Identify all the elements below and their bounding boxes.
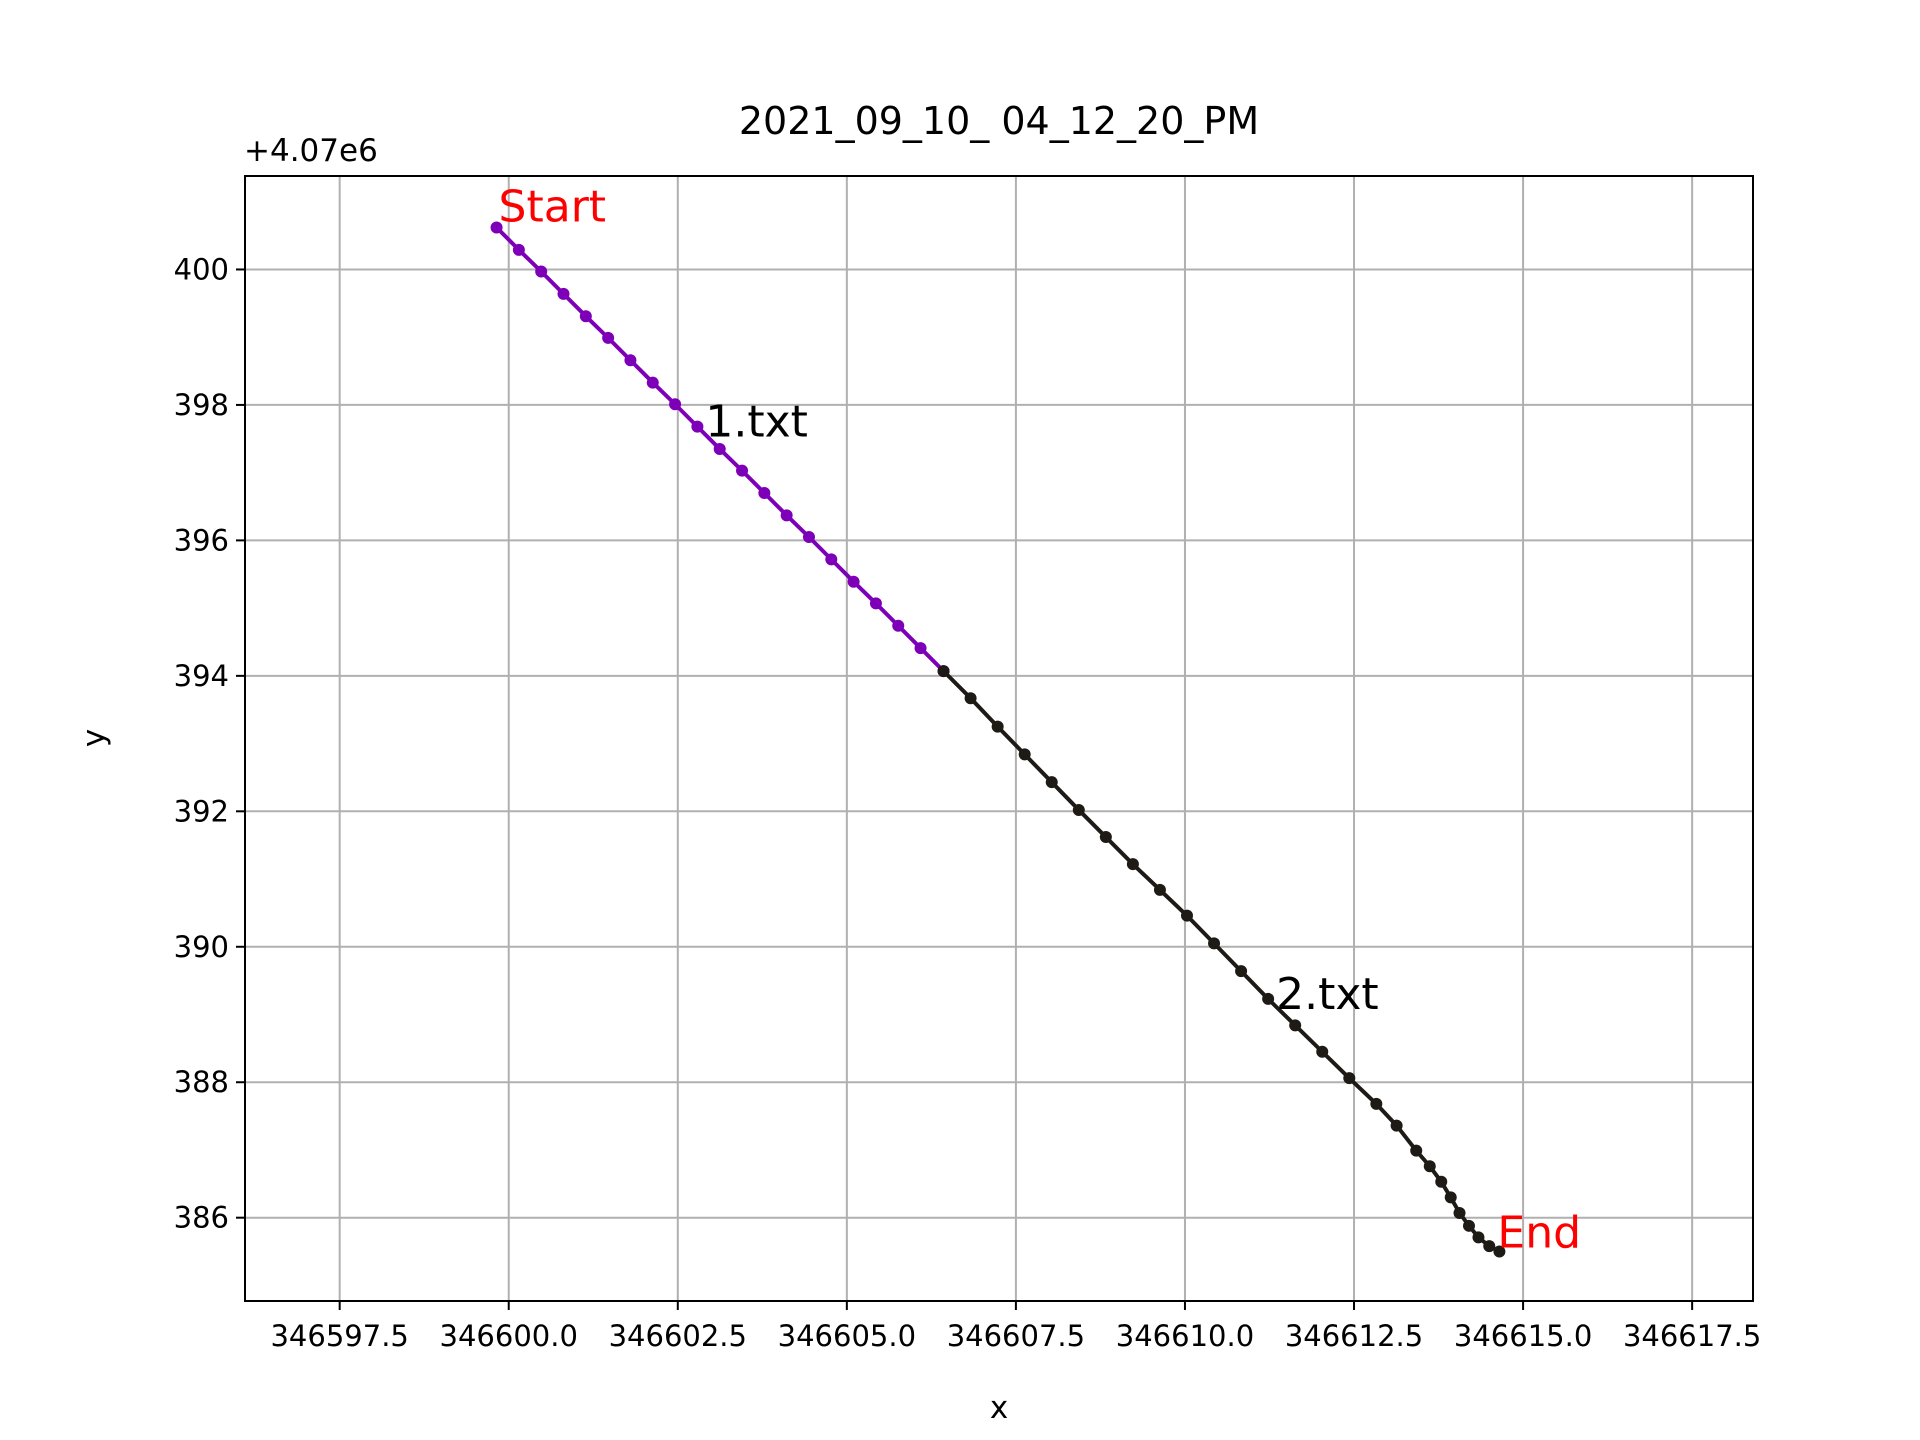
point <box>1472 1231 1485 1244</box>
point <box>991 720 1004 733</box>
y-tick-label: 400 <box>174 252 229 286</box>
point <box>758 486 771 499</box>
point <box>1493 1245 1506 1258</box>
point <box>1153 883 1166 896</box>
x-tick-label: 346607.5 <box>947 1319 1085 1353</box>
point <box>624 354 637 367</box>
x-tick-label: 346602.5 <box>609 1319 747 1353</box>
x-tick-label: 346605.0 <box>778 1319 916 1353</box>
x-axis-label: x <box>990 1390 1008 1426</box>
x-tick-label: 346597.5 <box>270 1319 408 1353</box>
y-tick-label: 392 <box>174 794 229 828</box>
x-tick-label: 346600.0 <box>440 1319 578 1353</box>
point <box>713 442 726 455</box>
point <box>1180 909 1193 922</box>
point <box>892 619 905 632</box>
point <box>1435 1175 1448 1188</box>
point <box>1423 1160 1436 1173</box>
point <box>1462 1219 1475 1232</box>
point <box>490 221 503 234</box>
point <box>964 692 977 705</box>
point <box>1316 1045 1329 1058</box>
end-annotation: End <box>1497 1208 1581 1259</box>
y-tick-label: 390 <box>174 930 229 964</box>
x-tick-label: 346617.5 <box>1623 1319 1761 1353</box>
series-annotation: 1.txt <box>705 397 808 448</box>
point <box>1072 803 1085 816</box>
point <box>1390 1119 1403 1132</box>
x-tick-label: 346615.0 <box>1454 1319 1592 1353</box>
series-annotation: 2.txt <box>1276 969 1379 1020</box>
point <box>1235 965 1248 978</box>
point <box>1410 1144 1423 1157</box>
y-tick-label: 396 <box>174 523 229 557</box>
point <box>736 464 749 477</box>
point <box>646 376 659 389</box>
point <box>1453 1206 1466 1219</box>
plot-frame <box>244 175 1754 1302</box>
point <box>1018 748 1031 761</box>
point <box>1099 831 1112 844</box>
point <box>557 287 570 300</box>
point <box>1045 776 1058 789</box>
point <box>512 243 525 256</box>
y-tick-label: 386 <box>174 1201 229 1235</box>
point <box>1370 1097 1383 1110</box>
point <box>1208 937 1221 950</box>
point <box>1343 1072 1356 1085</box>
point <box>579 310 592 323</box>
y-tick-label: 394 <box>174 659 229 693</box>
y-tick-label: 398 <box>174 388 229 422</box>
point <box>1289 1019 1302 1032</box>
start-annotation: Start <box>499 181 606 232</box>
point <box>847 575 860 588</box>
point <box>669 398 682 411</box>
x-tick-label: 346612.5 <box>1285 1319 1423 1353</box>
point <box>825 553 838 566</box>
point <box>914 642 927 655</box>
point <box>1126 858 1139 871</box>
point <box>869 597 882 610</box>
point <box>802 531 815 544</box>
y-tick-label: 388 <box>174 1065 229 1099</box>
y-offset-label: +4.07e6 <box>244 133 378 169</box>
point <box>1262 992 1275 1005</box>
point <box>535 265 548 278</box>
x-tick-label: 346610.0 <box>1116 1319 1254 1353</box>
point <box>1444 1191 1457 1204</box>
y-axis-label: y <box>76 729 112 747</box>
point <box>602 331 615 344</box>
chart-title: 2021_09_10_ 04_12_20_PM <box>739 99 1259 143</box>
point <box>1483 1240 1496 1253</box>
point <box>937 665 950 678</box>
point <box>780 509 793 522</box>
point <box>691 420 704 433</box>
